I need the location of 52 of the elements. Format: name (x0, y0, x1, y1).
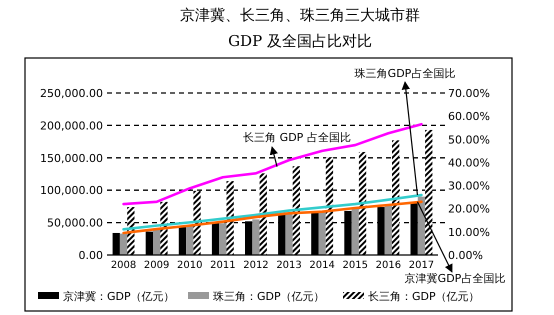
bar (425, 130, 432, 255)
bar (219, 223, 226, 255)
x-tick-label: 2008 (110, 260, 136, 271)
bar (384, 206, 392, 255)
y2-tick-label: 60.00% (448, 110, 490, 124)
y-tick-label: 50,000.00 (47, 216, 103, 230)
y-tick-label: 0.00 (78, 249, 103, 262)
y2-tick-label: 0.00% (448, 249, 483, 262)
x-tick-label: 2009 (144, 260, 170, 271)
bar (318, 212, 326, 255)
bar (358, 152, 366, 255)
bar (260, 173, 267, 255)
chart-title: 京津冀、长三角、珠三角三大城市群 (180, 6, 420, 24)
line-series (122, 200, 423, 234)
bar (292, 166, 300, 255)
y2-tick-label: 10.00% (448, 226, 490, 239)
series-label: 长三角 GDP 占全国比 (243, 131, 351, 144)
bar (153, 229, 160, 255)
bar (120, 234, 128, 255)
x-tick-label: 2016 (376, 260, 402, 271)
y-tick-label: 250,000.00 (40, 87, 103, 100)
bar (285, 214, 293, 255)
y2-tick-label: 70.00% (448, 87, 490, 100)
legend-label: 京津冀：GDP（亿元） (63, 290, 175, 303)
x-tick-label: 2012 (243, 260, 269, 271)
y-tick-label: 100,000.00 (40, 184, 103, 198)
x-tick-label: 2015 (342, 260, 368, 271)
line-series (122, 194, 423, 231)
bar (186, 226, 194, 255)
x-tick-label: 2014 (309, 260, 335, 271)
legend-label: 长三角：GDP（亿元） (368, 290, 480, 303)
y2-tick-label: 30.00% (448, 180, 490, 193)
x-tick-label: 2010 (177, 260, 202, 271)
y-tick-label: 150,000.00 (40, 152, 103, 165)
x-tick-label: 2013 (276, 260, 302, 271)
y2-tick-label: 20.00% (448, 202, 490, 216)
bar (127, 207, 134, 255)
bar (326, 157, 334, 255)
bar (252, 219, 260, 255)
bar (392, 140, 400, 255)
y2-tick-label: 40.00% (448, 156, 490, 170)
x-tick-label: 2011 (210, 260, 236, 271)
x-tick-label: 2017 (408, 260, 434, 271)
text: 珠三角GDP占全国比 (354, 67, 456, 80)
y2-tick-label: 50.00% (448, 133, 490, 146)
y-tick-label: 200,000.00 (40, 119, 103, 132)
bar (352, 208, 359, 255)
chart-subtitle: GDP 及全国占比对比 (228, 32, 372, 50)
legend-label: 珠三角：GDP（亿元） (213, 290, 325, 303)
text: 京津冀GDP占全国比 (404, 272, 506, 285)
bar (226, 181, 234, 255)
line-series (122, 122, 423, 206)
